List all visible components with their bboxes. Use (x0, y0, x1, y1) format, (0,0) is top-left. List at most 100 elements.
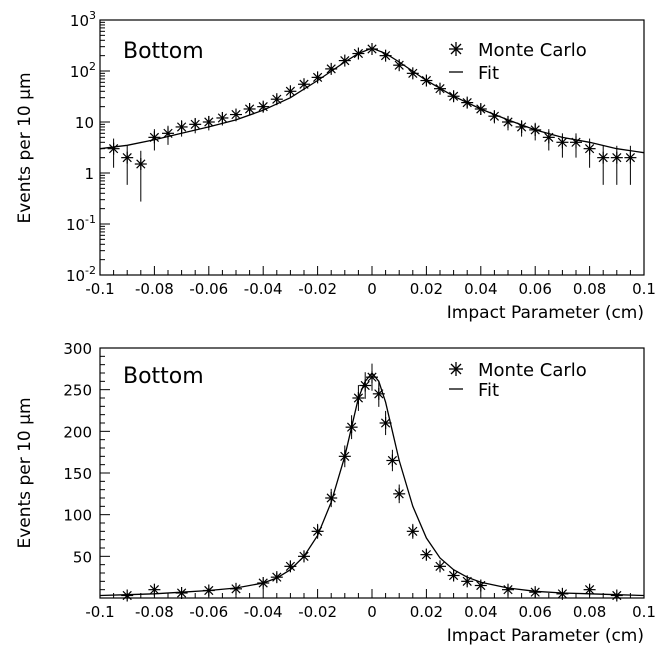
bottom-fit-line (99, 371, 645, 597)
top-y-tick-label: 103 (70, 9, 96, 30)
top-mc-point (393, 59, 406, 72)
top-mc-point (597, 145, 610, 185)
bottom-y-tick-label: 100 (63, 507, 92, 525)
bottom-legend-label-mc: Monte Carlo (478, 360, 587, 381)
top-mc-point (148, 129, 161, 151)
top-mc-point (515, 120, 528, 137)
top-y-tick-label: 102 (70, 60, 96, 81)
top-x-tick-label: 0.02 (410, 280, 443, 298)
bottom-y-tick-label: 200 (63, 423, 92, 441)
top-mc-point (107, 138, 120, 168)
top-legend-label-fit: Fit (478, 63, 499, 84)
bottom-x-tick-label: 0.08 (573, 603, 606, 621)
top-y-tick-label: 10-2 (66, 264, 96, 285)
top-x-axis-label: Impact Parameter (cm) (447, 303, 644, 323)
top-mc-point (366, 43, 378, 56)
bottom-mc-point (447, 569, 460, 582)
top-mc-point (338, 54, 351, 67)
bottom-y-axis-label: Events per 10 μm (15, 397, 35, 548)
top-mc-point (352, 47, 365, 60)
bottom-x-tick-label: 0.02 (410, 603, 443, 621)
bottom-mc-point (386, 449, 399, 472)
top-mc-point (624, 145, 637, 185)
bottom-legend-label-fit: Fit (478, 380, 499, 401)
top-mc-point (529, 122, 542, 141)
bottom-x-axis-label: Impact Parameter (cm) (447, 626, 644, 646)
top-legend-label-mc: Monte Carlo (478, 40, 587, 61)
top-mc-point (257, 100, 270, 113)
bottom-x-tick-label: 0.04 (464, 603, 497, 621)
top-y-tick-label: 1 (84, 165, 94, 183)
top-mc-point (461, 96, 474, 109)
bottom-mc-point (345, 415, 358, 440)
bottom-x-tick-label: -0.06 (189, 603, 228, 621)
bottom-y-tick-label: 50 (73, 548, 92, 566)
bottom-mc-point (420, 548, 433, 561)
bottom-x-tick-label: -0.04 (244, 603, 283, 621)
top-mc-point (270, 93, 283, 106)
top-mc-point (502, 115, 514, 131)
bottom-x-tick-label: -0.02 (298, 603, 337, 621)
top-mc-point (134, 150, 147, 202)
bottom-mc-point (359, 372, 372, 399)
top-mc-point (556, 133, 569, 158)
top-mc-point (162, 125, 174, 145)
bottom-mc-point (393, 484, 406, 504)
bottom-mc-point (366, 363, 378, 391)
bottom-mc-point (298, 550, 310, 563)
top-x-tick-label: 0.08 (573, 280, 606, 298)
top-ticks: -0.1 -0.08 -0.06 -0.04 -0.02 0 0.02 0.04 0.06 0.0… (66, 9, 656, 298)
top-mc-point (434, 82, 446, 95)
top-mc-point (202, 115, 215, 131)
bottom-mc-point (502, 583, 514, 596)
top-mc-point (298, 78, 310, 91)
bottom-x-tick-label: -0.1 (85, 603, 114, 621)
top-y-tick-label: 10-1 (66, 213, 96, 234)
bottom-mc-point (434, 560, 446, 573)
top-mc-point (474, 102, 487, 115)
top-mc-point (420, 74, 433, 87)
top-mc-point (284, 85, 297, 98)
bottom-y-tick-label: 150 (63, 465, 92, 483)
bottom-mc-point (230, 582, 242, 595)
top-x-tick-label: 0.1 (632, 280, 656, 298)
top-mc-point (610, 145, 623, 185)
bottom-x-tick-label: 0 (367, 603, 377, 621)
bottom-legend: Monte Carlo Fit (449, 360, 587, 401)
top-x-tick-label: -0.08 (135, 280, 174, 298)
top-x-tick-label: -0.02 (298, 280, 337, 298)
top-legend-star-marker (449, 42, 463, 56)
bottom-mc-point (406, 523, 419, 539)
top-mc-point (311, 71, 324, 84)
top-mc-point (175, 120, 188, 137)
top-x-tick-label: 0 (367, 280, 377, 298)
top-x-tick-label: -0.04 (244, 280, 283, 298)
top-x-tick-label: 0.06 (518, 280, 551, 298)
bottom-mc-point (284, 560, 297, 573)
top-mc-point (379, 49, 392, 62)
top-mc-point (325, 62, 338, 75)
bottom-mc-point (352, 385, 365, 411)
top-mc-point (230, 108, 242, 122)
bottom-x-tick-label: 0.06 (518, 603, 551, 621)
top-panel-title: Bottom (123, 39, 204, 64)
bottom-mc-point (325, 488, 338, 508)
bottom-x-tick-label: -0.08 (135, 603, 174, 621)
bottom-panel-title: Bottom (123, 364, 204, 389)
bottom-y-tick-label: 300 (63, 340, 92, 358)
top-mc-point (570, 133, 582, 158)
bottom-mc-point (461, 575, 474, 588)
bottom-mc-point (257, 577, 270, 589)
bottom-y-tick-label: 250 (63, 382, 92, 400)
top-mc-point (406, 67, 419, 80)
bottom-legend-star-marker (449, 362, 463, 376)
bottom-panel: -0.1 -0.08 -0.06 -0.04 -0.02 0 0.02 0.04 0.06 0.0… (15, 340, 656, 646)
top-mc-point (542, 129, 555, 151)
bottom-mc-point (311, 523, 324, 539)
bottom-mc-point (372, 380, 385, 407)
bottom-x-tick-label: 0.1 (632, 603, 656, 621)
top-mc-point (189, 117, 202, 134)
top-mc-point (447, 90, 460, 103)
top-x-tick-label: -0.1 (85, 280, 114, 298)
